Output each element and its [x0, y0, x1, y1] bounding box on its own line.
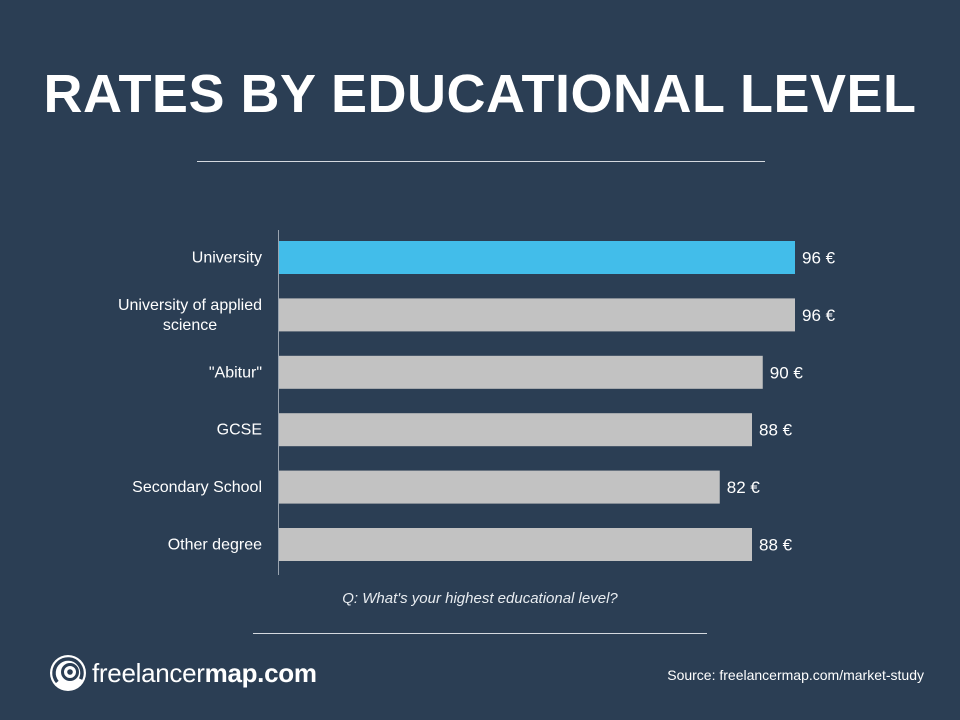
- category-label-line: "Abitur": [209, 364, 262, 381]
- value-label: 88 €: [759, 421, 793, 440]
- category-label-line: University of applied: [118, 297, 262, 314]
- category-label-line: GCSE: [217, 422, 262, 439]
- freelancermap-logo: freelancermap.com: [48, 653, 317, 693]
- chart-title: RATES BY EDUCATIONAL LEVEL: [43, 64, 917, 124]
- category-label-line: Other degree: [168, 537, 262, 554]
- category-label-line: science: [163, 317, 217, 334]
- category-label: Secondary School: [132, 479, 262, 496]
- category-label-line: Secondary School: [132, 479, 262, 496]
- bar: [279, 470, 720, 504]
- bar: [279, 241, 795, 274]
- logo-wordmark: freelancermap.com: [92, 658, 317, 689]
- category-label: GCSE: [217, 422, 262, 439]
- logo-text-light: freelancer: [92, 657, 205, 688]
- source-note: Source: freelancermap.com/market-study: [667, 667, 924, 683]
- category-label: University of applied science: [118, 297, 262, 334]
- category-label: "Abitur": [209, 364, 262, 381]
- logo-text-bold: map.com: [204, 657, 317, 688]
- footer-divider: [253, 633, 707, 634]
- category-label-line: University: [192, 250, 262, 267]
- value-label: 96 €: [802, 306, 836, 325]
- value-label: 82 €: [727, 478, 761, 497]
- bar: [279, 528, 752, 561]
- freelancermap-logo-icon: [50, 655, 86, 691]
- value-label: 88 €: [759, 536, 793, 555]
- category-label: University: [192, 250, 262, 267]
- category-label: Other degree: [168, 537, 262, 554]
- bar: [279, 355, 763, 389]
- bar: [279, 298, 795, 332]
- survey-question: Q: What's your highest educational level…: [342, 590, 618, 607]
- value-label: 96 €: [802, 249, 836, 268]
- title-divider: [197, 161, 765, 162]
- bar: [279, 413, 752, 447]
- value-label: 90 €: [770, 363, 804, 382]
